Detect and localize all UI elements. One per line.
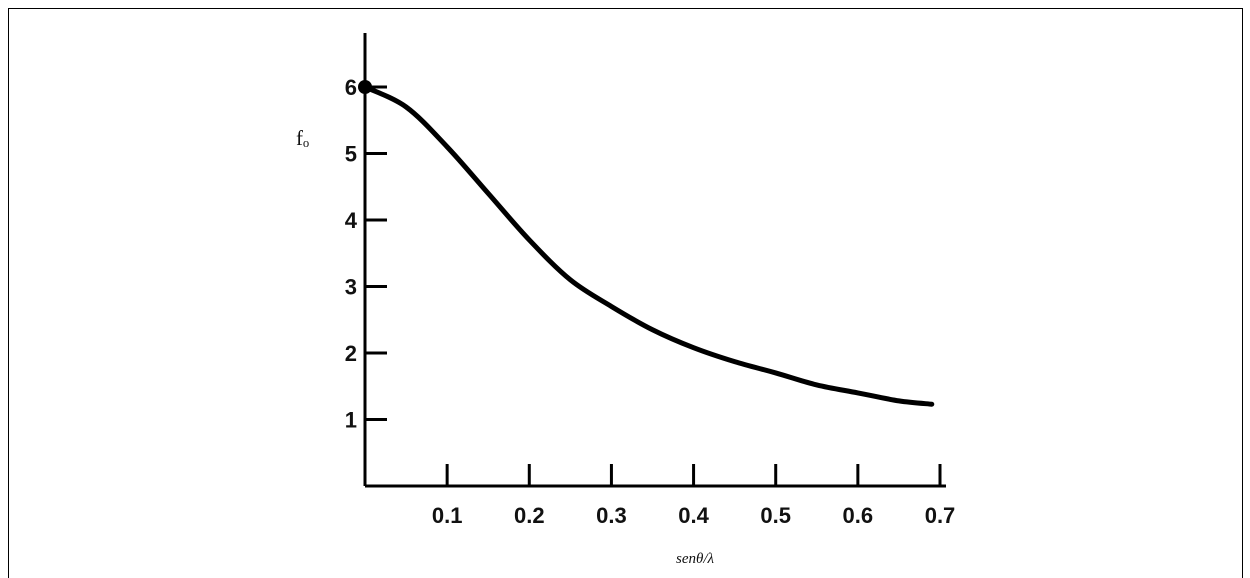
x-tick-label: 0.1 [432, 503, 463, 528]
y-tick-label: 4 [345, 208, 358, 233]
x-axis-label: senθ/λ [676, 551, 715, 567]
chart-background [275, 12, 997, 544]
start-point-marker [358, 80, 372, 94]
y-axis-label: fₒ [296, 126, 309, 150]
y-tick-label: 6 [345, 75, 357, 100]
x-tick-label: 0.5 [760, 503, 791, 528]
y-tick-label: 5 [345, 142, 357, 167]
series-line [362, 84, 935, 407]
x-tick-label: 0.6 [843, 503, 874, 528]
y-ticks: 1 2 3 4 5 6 [345, 75, 387, 433]
x-ticks: 0.1 0.2 0.3 0.4 0.5 0.6 0.7 [432, 464, 955, 528]
x-tick-label: 0.4 [678, 503, 709, 528]
y-tick-label: 2 [345, 341, 357, 366]
x-tick-label: 0.3 [596, 503, 627, 528]
y-tick-label: 1 [345, 408, 357, 433]
x-tick-label: 0.7 [925, 503, 956, 528]
y-tick-label: 3 [345, 275, 357, 300]
x-tick-label: 0.2 [514, 503, 545, 528]
page-frame [8, 8, 1243, 578]
